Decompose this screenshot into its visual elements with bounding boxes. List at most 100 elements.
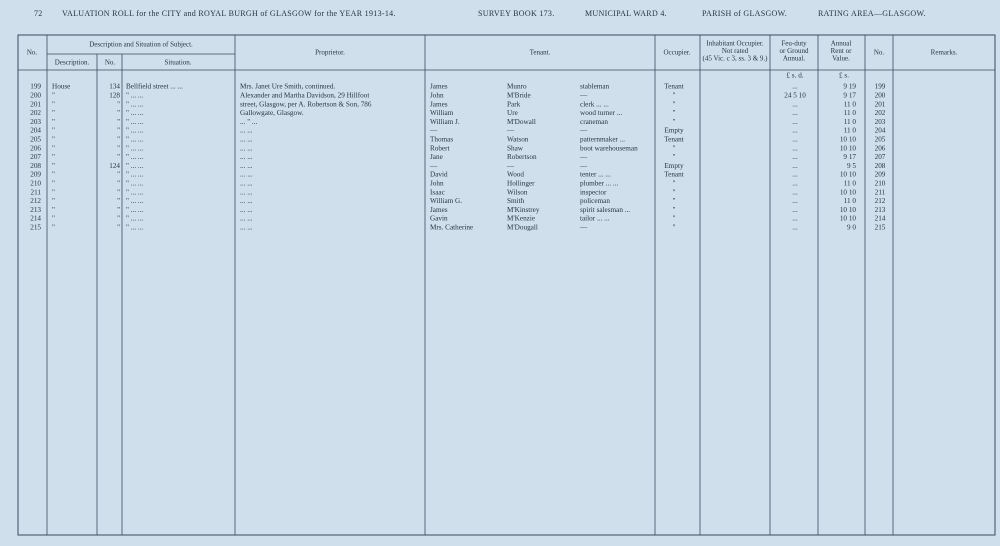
col-header: Feu-duty	[781, 40, 807, 48]
annual-rent: 11 0	[844, 127, 857, 135]
tenant-surname: Wood	[507, 171, 524, 179]
feu-duty: ...	[792, 144, 798, 152]
occupation: —	[579, 162, 588, 170]
col-header: Description.	[55, 59, 90, 67]
description: "	[52, 118, 55, 126]
col-header: Inhabitant Occupier.	[706, 40, 763, 48]
annual-rent: 9 17	[843, 91, 856, 99]
parish: PARISH of GLASGOW.	[702, 9, 787, 18]
situation: " ... ...	[126, 127, 144, 135]
occupation: tenter ... ...	[580, 171, 611, 179]
annual-rent: 9 19	[843, 83, 856, 91]
tenant-surname: Smith	[507, 197, 525, 205]
house-no: "	[117, 179, 120, 187]
description: "	[52, 144, 55, 152]
occupier: Empty	[664, 162, 684, 170]
description: "	[52, 188, 55, 196]
feu-duty: 24 5 10	[784, 91, 806, 99]
occupier: "	[673, 215, 676, 223]
occupier: Empty	[664, 127, 684, 135]
row-no-right: 212	[875, 197, 886, 205]
proprietor: ... ...	[240, 223, 253, 231]
row-no: 202	[30, 109, 41, 117]
annual-rent: 10 10	[840, 215, 857, 223]
row-no-right: 205	[875, 135, 886, 143]
tenant-first-name: David	[430, 171, 448, 179]
title: VALUATION ROLL for the CITY and ROYAL BU…	[62, 9, 396, 18]
feu-duty: ...	[792, 188, 798, 196]
row-no-right: 202	[875, 109, 886, 117]
proprietor: ... ...	[240, 127, 253, 135]
situation: " ... ...	[126, 118, 144, 126]
description: "	[52, 197, 55, 205]
col-header: No.	[105, 59, 116, 67]
tenant-first-name: James	[430, 100, 448, 108]
occupation: wood turner ...	[580, 109, 622, 117]
occupation: tailor ... ...	[580, 215, 610, 223]
house-no: "	[117, 206, 120, 214]
tenant-surname: Hollinger	[507, 179, 535, 187]
row-no: 215	[30, 223, 41, 231]
proprietor: ... ...	[240, 135, 253, 143]
house-no: "	[117, 197, 120, 205]
row-no-right: 209	[875, 171, 886, 179]
annual-rent: 10 10	[840, 188, 857, 196]
situation: " ... ...	[126, 188, 144, 196]
house-no: "	[117, 171, 120, 179]
tenant-first-name: Gavin	[430, 215, 448, 223]
feu-duty: ...	[792, 127, 798, 135]
tenant-surname: M'Kenzie	[507, 215, 535, 223]
situation: " ... ...	[126, 223, 144, 231]
col-header: Tenant.	[530, 49, 551, 57]
row-no-right: 207	[875, 153, 886, 161]
row-no: 208	[30, 162, 41, 170]
proprietor: ... ...	[240, 215, 253, 223]
row-no-right: 214	[875, 215, 886, 223]
description: "	[52, 206, 55, 214]
annual-rent: 9 0	[847, 223, 856, 231]
description: "	[52, 223, 55, 231]
house-no: "	[117, 215, 120, 223]
situation: " ... ...	[126, 197, 144, 205]
col-header: Description and Situation of Subject.	[89, 41, 193, 49]
row-no-right: 203	[875, 118, 886, 126]
feu-duty: ...	[792, 109, 798, 117]
occupation: —	[579, 223, 588, 231]
occupation: —	[579, 91, 588, 99]
annual-rent: 9 5	[847, 162, 856, 170]
situation: Bellfield street ... ...	[126, 83, 183, 91]
feu-duty: ...	[792, 162, 798, 170]
feu-duty: ...	[792, 197, 798, 205]
survey-book: SURVEY BOOK 173.	[478, 9, 555, 18]
proprietor: Gallowgate, Glasgow.	[240, 109, 304, 117]
col-header: Value.	[832, 55, 850, 63]
house-no: "	[117, 188, 120, 196]
tenant-first-name: —	[429, 127, 438, 135]
page-number: 72	[34, 9, 43, 18]
house-no: "	[117, 127, 120, 135]
house-no: "	[117, 153, 120, 161]
description: "	[52, 127, 55, 135]
proprietor: ... ...	[240, 179, 253, 187]
row-no: 213	[30, 206, 41, 214]
tenant-surname: Robertson	[507, 153, 537, 161]
occupation: clerk ... ...	[580, 100, 609, 108]
proprietor: ... " ...	[240, 118, 258, 126]
tenant-surname: —	[506, 127, 515, 135]
occupier: "	[673, 153, 676, 161]
proprietor: Alexander and Martha Davidson, 29 Hillfo…	[240, 91, 369, 99]
tenant-first-name: Isaac	[430, 188, 445, 196]
description: "	[52, 153, 55, 161]
house-no: 124	[109, 162, 120, 170]
proprietor: ... ...	[240, 206, 253, 214]
occupier: Tenant	[664, 83, 683, 91]
occupier: Tenant	[664, 171, 683, 179]
tenant-surname: Park	[507, 100, 521, 108]
feu-duty: ...	[792, 206, 798, 214]
occupier: Tenant	[664, 135, 683, 143]
house-no: "	[117, 144, 120, 152]
annual-rent: 10 10	[840, 135, 857, 143]
feu-duty: ...	[792, 100, 798, 108]
col-header: Remarks.	[931, 49, 958, 57]
